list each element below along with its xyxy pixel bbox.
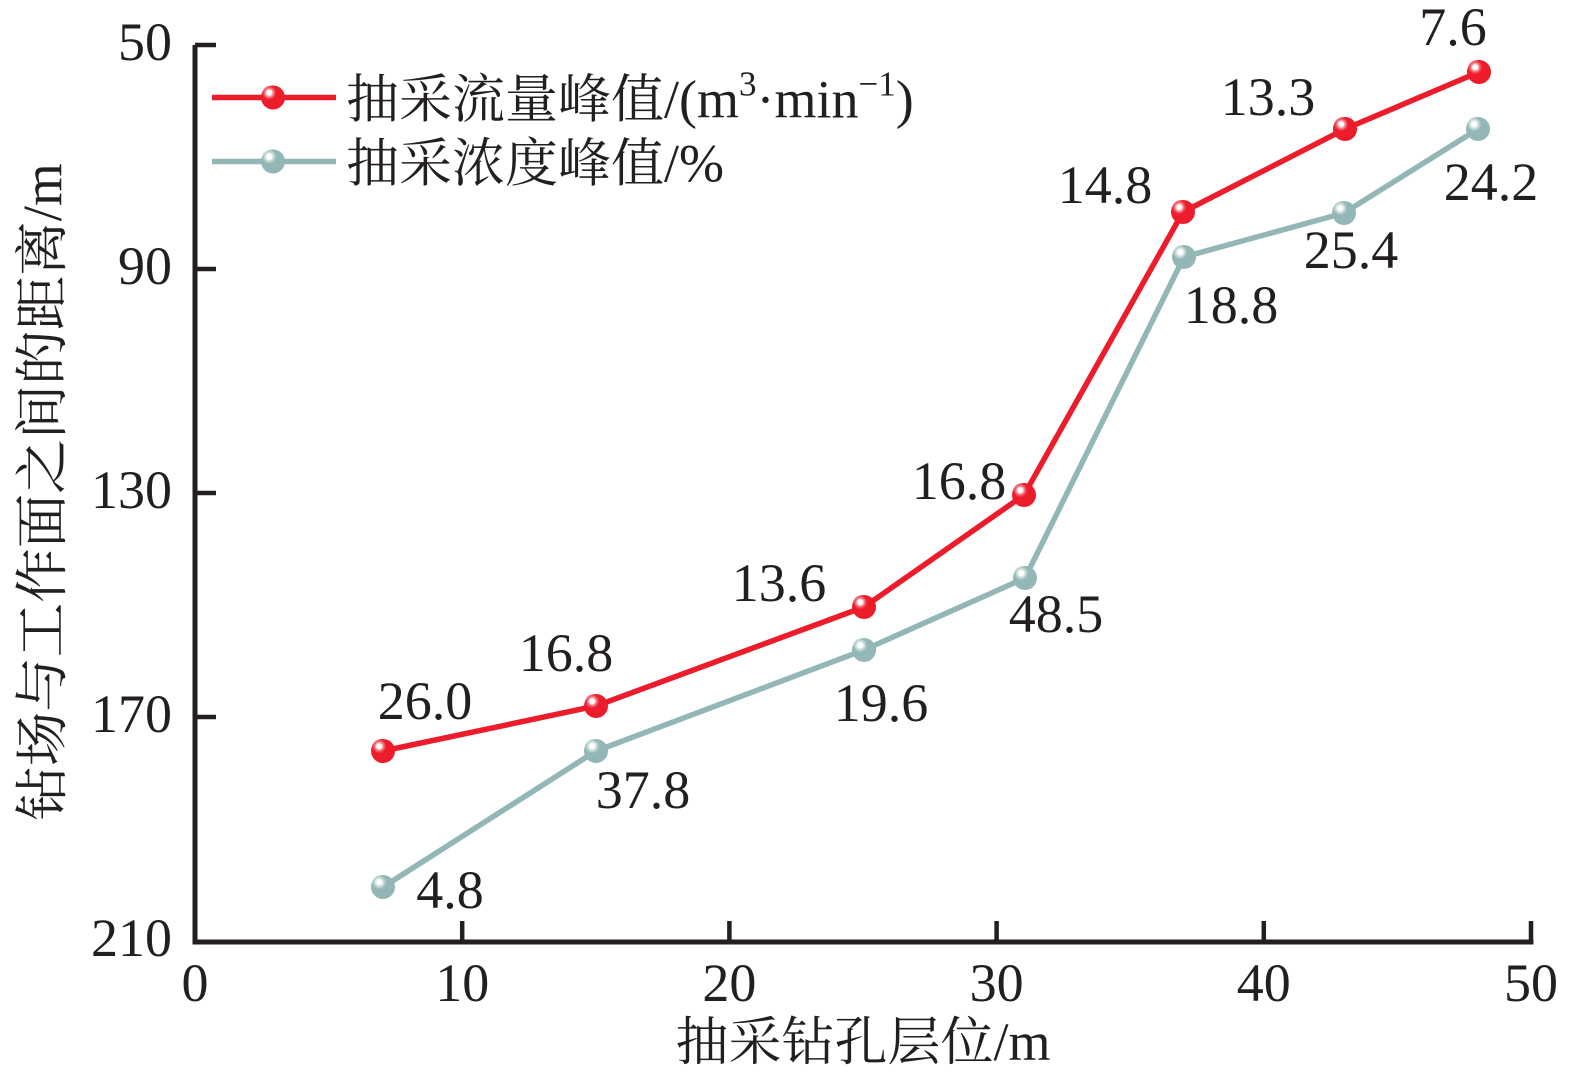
svg-text:26.0: 26.0 [378, 671, 473, 731]
svg-text:24.2: 24.2 [1444, 152, 1539, 212]
svg-text:30: 30 [970, 953, 1024, 1013]
svg-text:48.5: 48.5 [1009, 584, 1104, 644]
svg-text:/(m3·min−1): /(m3·min−1) [664, 65, 914, 130]
svg-text:170: 170 [91, 684, 172, 744]
svg-text:/m: /m [12, 163, 73, 221]
svg-text:210: 210 [91, 908, 172, 968]
svg-text:25.4: 25.4 [1304, 220, 1399, 280]
svg-text:130: 130 [91, 460, 172, 520]
svg-text:50: 50 [1504, 953, 1558, 1013]
svg-text:/%: /% [664, 134, 724, 194]
svg-text:37.8: 37.8 [596, 760, 691, 820]
svg-text:7.6: 7.6 [1419, 0, 1487, 57]
svg-text:14.8: 14.8 [1058, 155, 1153, 215]
svg-text:16.8: 16.8 [912, 451, 1007, 511]
svg-text:10: 10 [435, 953, 489, 1013]
svg-text:4.8: 4.8 [416, 860, 484, 920]
svg-text:0: 0 [182, 953, 209, 1013]
svg-text:19.6: 19.6 [834, 673, 929, 733]
svg-text:13.6: 13.6 [732, 553, 827, 613]
svg-text:20: 20 [702, 953, 756, 1013]
svg-text:16.8: 16.8 [519, 623, 614, 683]
svg-text:50: 50 [118, 12, 172, 72]
svg-text:13.3: 13.3 [1221, 67, 1316, 127]
svg-text:18.8: 18.8 [1184, 275, 1279, 335]
svg-text:40: 40 [1237, 953, 1291, 1013]
svg-text:/m: /m [994, 1012, 1051, 1072]
svg-text:90: 90 [118, 236, 172, 296]
